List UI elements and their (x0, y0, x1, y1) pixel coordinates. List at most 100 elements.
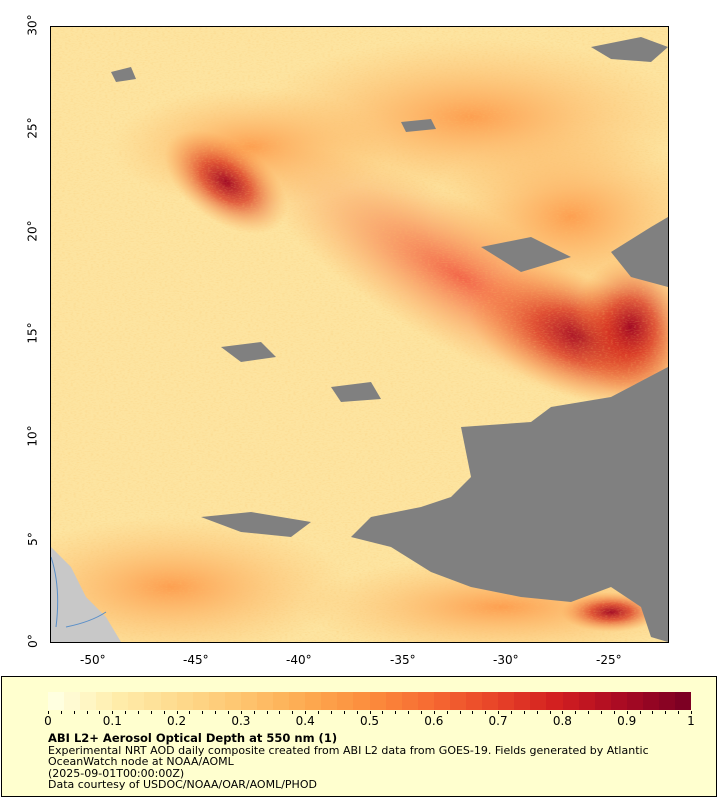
colorbar-minor-tick (626, 711, 628, 714)
lat-tick-label: 20° (25, 220, 40, 242)
colorbar-minor-tick (678, 711, 680, 714)
colorbar-swatch (208, 692, 225, 710)
colorbar-swatch (273, 692, 290, 710)
colorbar-minor-tick (459, 711, 461, 714)
colorbar-swatch (337, 692, 354, 710)
colorbar-tick-label: 0.4 (295, 714, 315, 728)
aod-field (51, 27, 668, 642)
colorbar-minor-tick (382, 711, 384, 714)
colorbar-swatch (305, 692, 322, 710)
colorbar-minor-tick (652, 711, 654, 714)
colorbar-swatch (64, 692, 81, 710)
colorbar-minor-tick (163, 711, 165, 714)
colorbar-tick-label: 0.8 (552, 714, 572, 728)
lat-tick-label: 0° (25, 634, 40, 648)
colorbar-minor-tick (125, 711, 127, 714)
colorbar-swatch (112, 692, 129, 710)
colorbar-minor-tick (613, 711, 615, 714)
colorbar-swatch (48, 692, 65, 710)
colorbar-swatch (128, 692, 145, 710)
colorbar-swatch (433, 692, 450, 710)
colorbar-minor-tick (691, 711, 692, 714)
colorbar-minor-tick (73, 711, 75, 714)
colorbar-minor-tick (446, 711, 448, 714)
colorbar-minor-tick (343, 711, 345, 714)
colorbar-minor-tick (408, 711, 410, 714)
colorbar-minor-tick (600, 711, 602, 714)
colorbar-minor-tick (318, 711, 320, 714)
colorbar-swatch (562, 692, 579, 710)
colorbar-tick-label: 0.1 (102, 714, 122, 728)
legend-date: (2025-09-01T00:00:00Z) (48, 766, 185, 780)
lat-tick-label: 5° (25, 532, 40, 546)
colorbar-swatch (160, 692, 177, 710)
colorbar-minor-tick (485, 711, 487, 714)
colorbar-swatch (482, 692, 499, 710)
colorbar-swatch (289, 692, 306, 710)
lon-tick-label: -35° (390, 653, 416, 667)
colorbar-minor-tick (330, 711, 332, 714)
legend-panel: 0 0.1 0.2 0.3 0.4 0.5 0.6 0.7 0.8 0.9 1 … (1, 676, 717, 797)
colorbar-minor-tick (150, 711, 152, 714)
colorbar-minor-tick (369, 711, 371, 714)
colorbar-minor-tick (433, 711, 435, 714)
colorbar-minor-tick (575, 711, 577, 714)
colorbar-minor-tick (523, 711, 525, 714)
colorbar-swatch (385, 692, 402, 710)
colorbar-minor-tick (639, 711, 641, 714)
colorbar-swatch (257, 692, 274, 710)
colorbar-swatch (594, 692, 611, 710)
colorbar-minor-tick (305, 711, 307, 714)
colorbar-swatch (417, 692, 434, 710)
colorbar-swatch (449, 692, 467, 710)
colorbar-swatch (240, 692, 258, 710)
lat-tick-label: 10° (25, 425, 40, 447)
colorbar-minor-tick (228, 711, 230, 714)
colorbar-minor-tick (215, 711, 217, 714)
colorbar-minor-tick (498, 711, 500, 714)
colorbar-minor-tick (292, 711, 294, 714)
colorbar-tick-label: 0.7 (488, 714, 508, 728)
colorbar-minor-tick (189, 711, 191, 714)
colorbar-swatch (80, 692, 97, 710)
colorbar-swatch (642, 692, 659, 710)
colorbar-swatch (498, 692, 515, 710)
lat-tick-label: 30° (25, 14, 40, 36)
colorbar-swatch (514, 692, 531, 710)
colorbar-swatch (626, 692, 643, 710)
colorbar-swatch (546, 692, 563, 710)
colorbar-tick-label: 0.6 (424, 714, 444, 728)
colorbar-minor-tick (588, 711, 590, 714)
colorbar-swatch (144, 692, 161, 710)
colorbar-minor-tick (48, 711, 49, 714)
colorbar-minor-tick (356, 711, 358, 714)
colorbar-minor-tick (549, 711, 551, 714)
colorbar-minor-tick (472, 711, 474, 714)
legend-text: ABI L2+ Aerosol Optical Depth at 550 nm … (48, 732, 676, 791)
lat-tick-label: 15° (25, 322, 40, 344)
colorbar-minor-tick (86, 711, 88, 714)
colorbar-minor-tick (279, 711, 281, 714)
colorbar-swatch (369, 692, 386, 710)
lon-tick-label: -50° (80, 653, 106, 667)
colorbar-swatch (530, 692, 547, 710)
lon-tick-label: -45° (183, 653, 209, 667)
colorbar-minor-tick (240, 711, 242, 714)
colorbar-minor-tick (99, 711, 101, 714)
colorbar-swatch (610, 692, 627, 710)
lon-tick-label: -30° (493, 653, 519, 667)
colorbar-swatch (176, 692, 193, 710)
colorbar-minor-tick (253, 711, 255, 714)
lon-tick-label: -40° (286, 653, 312, 667)
colorbar-minor-tick (562, 711, 564, 714)
colorbar-minor-tick (536, 711, 538, 714)
colorbar-minor-tick (138, 711, 140, 714)
legend-description-line: Experimental NRT AOD daily composite cre… (48, 743, 649, 757)
colorbar-minor-tick (60, 711, 62, 714)
colorbar-swatch (658, 692, 676, 710)
aod-map (50, 26, 669, 643)
colorbar-minor-tick (420, 711, 422, 714)
colorbar-minor-tick (112, 711, 114, 714)
colorbar-minor-tick (176, 711, 178, 714)
colorbar-swatch (466, 692, 483, 710)
